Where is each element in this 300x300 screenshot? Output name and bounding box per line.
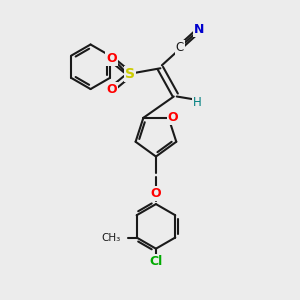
Text: C: C (176, 41, 184, 54)
Text: O: O (106, 52, 117, 65)
Text: CH₃: CH₃ (101, 232, 120, 242)
Text: O: O (106, 83, 117, 96)
Text: H: H (193, 96, 202, 109)
Text: O: O (168, 111, 178, 124)
Text: Cl: Cl (149, 255, 163, 268)
Text: S: S (125, 67, 135, 81)
Text: N: N (194, 23, 204, 36)
Text: O: O (151, 187, 161, 200)
